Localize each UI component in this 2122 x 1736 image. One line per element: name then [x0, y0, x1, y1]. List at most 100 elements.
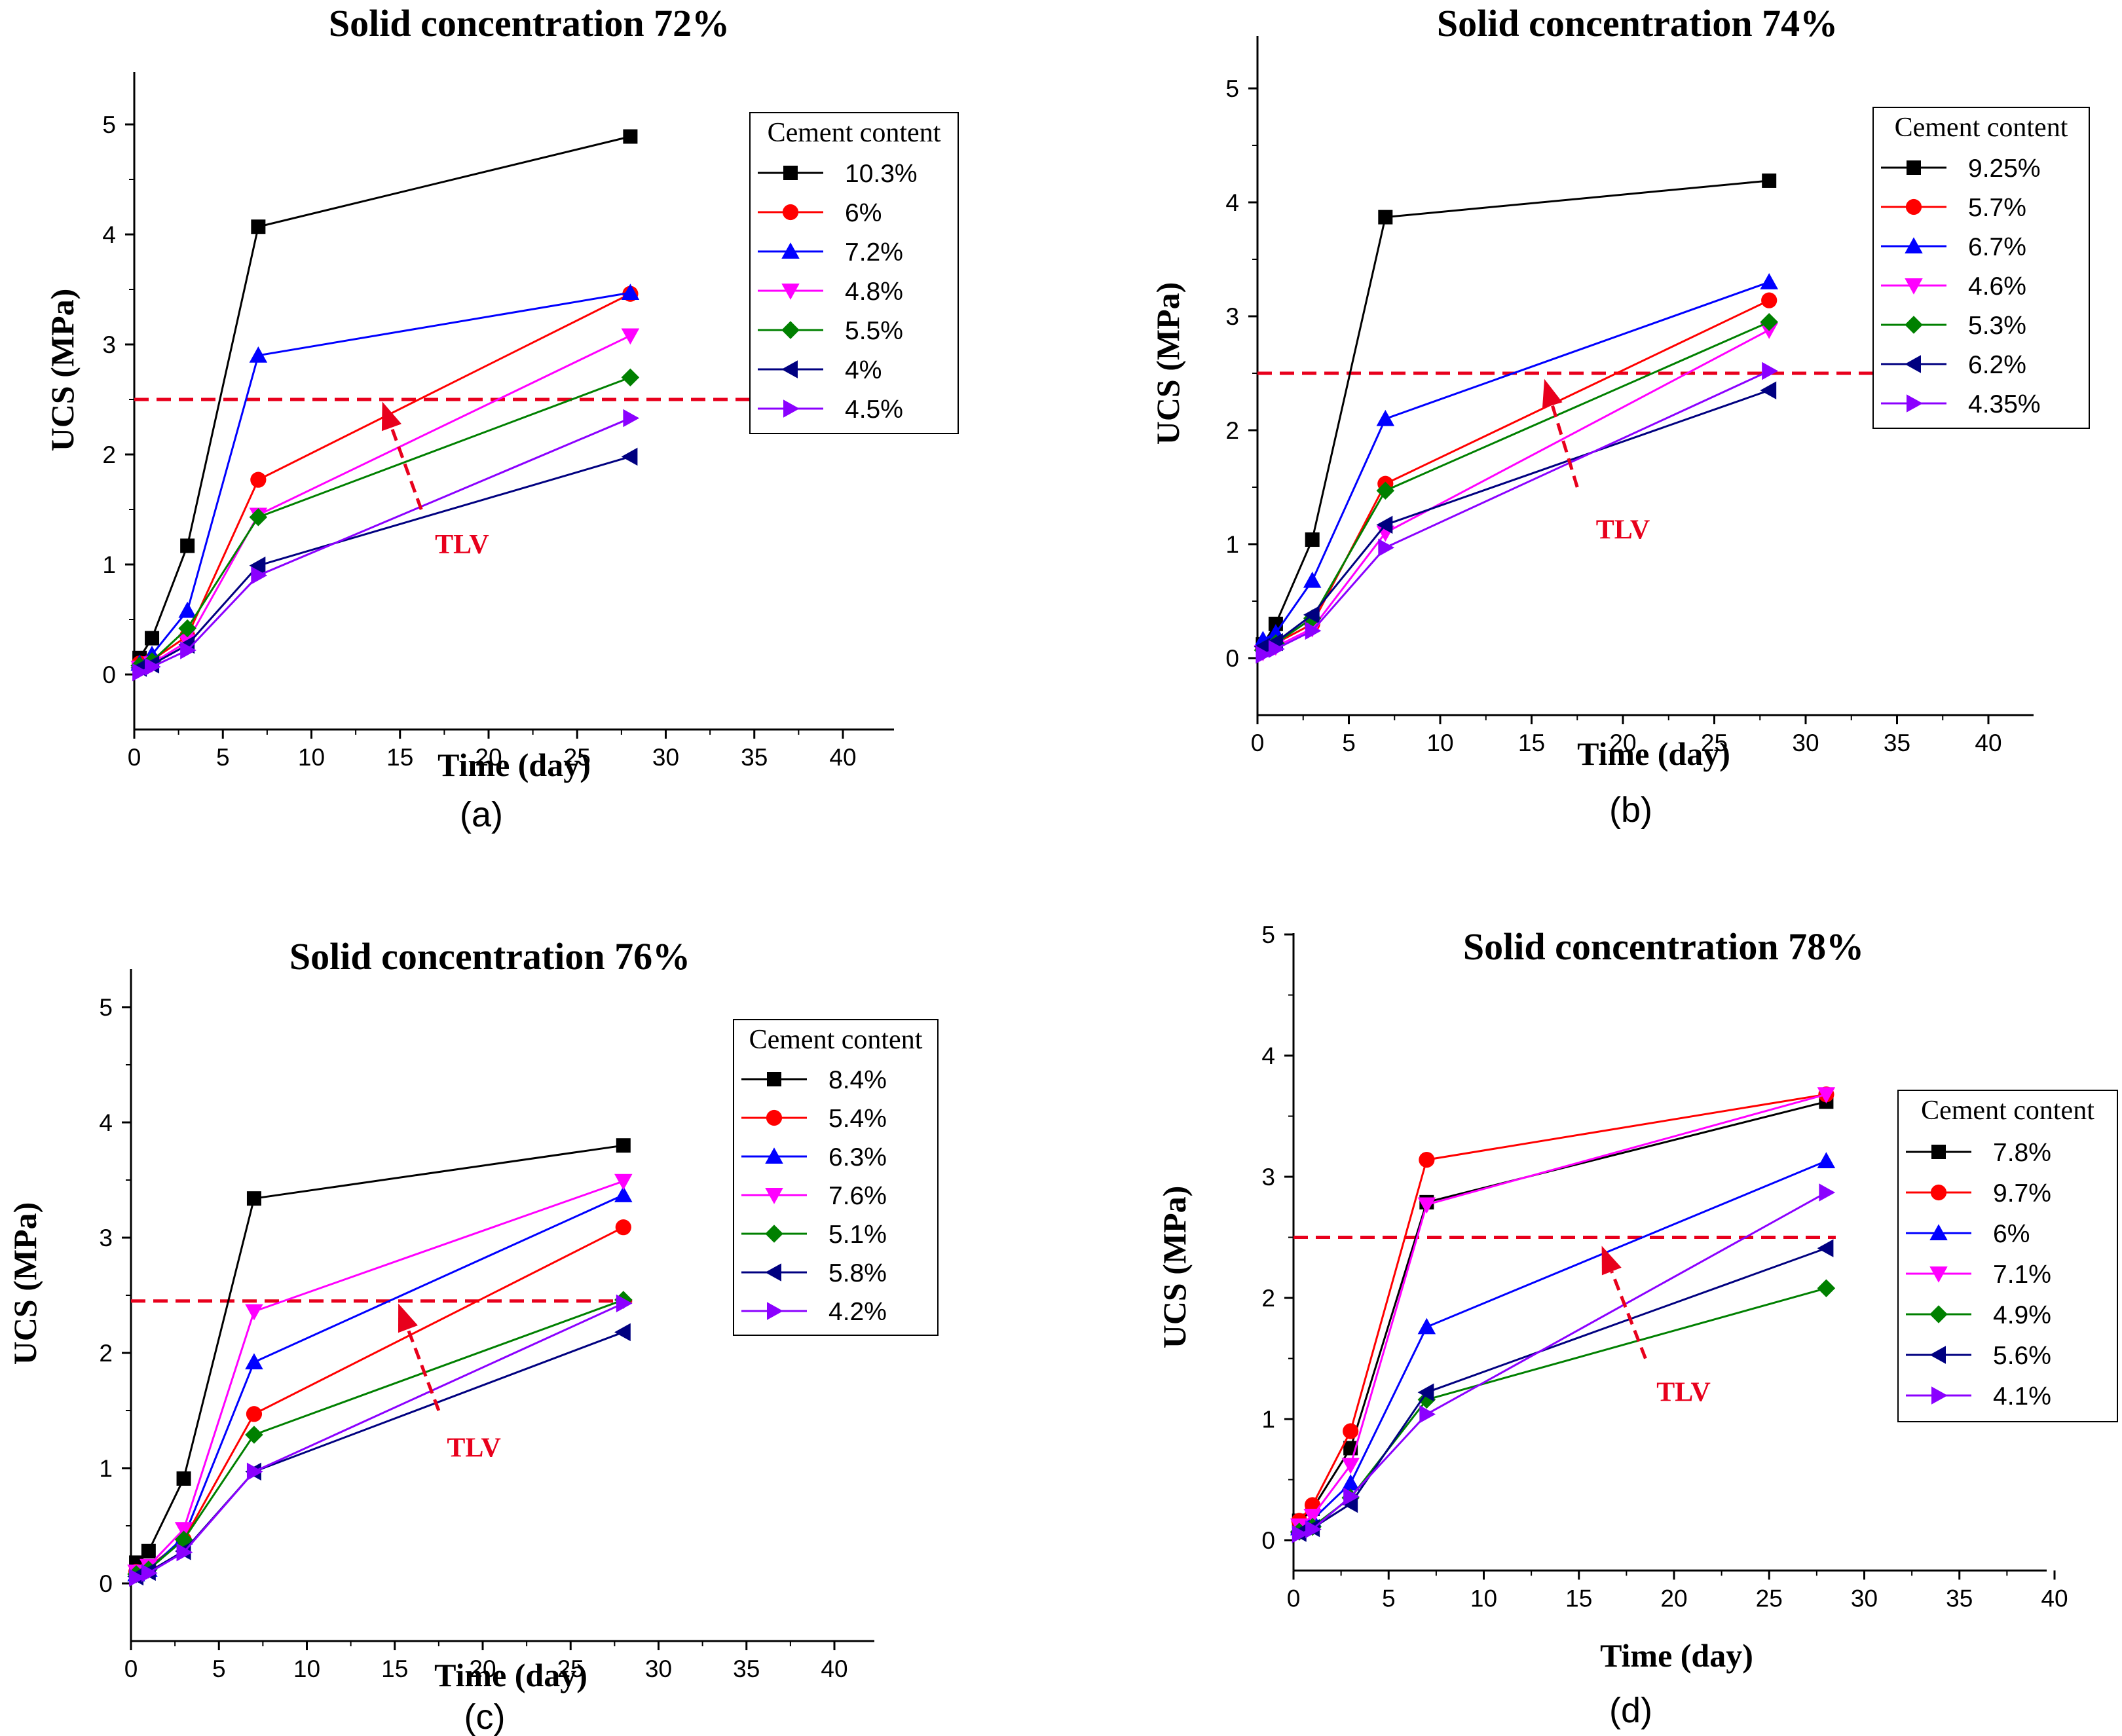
panel-b-x-tick-label: 10 — [1426, 729, 1453, 756]
panel-c-chart: 0 5 10 15 20 25 30 35 40 0 1 2 3 4 5 TLV Solid concentra… — [7, 935, 939, 1736]
panel-d-data-point — [1343, 1487, 1360, 1506]
panel-a-data-point — [251, 566, 268, 585]
panel-c-x-tick-label: 30 — [645, 1655, 672, 1682]
panel-b-legend-entry: 4.35% — [1968, 390, 2041, 418]
panel-c-legend-entry: 5.1% — [828, 1221, 887, 1249]
panel-d-legend-entry: 4.1% — [1993, 1382, 2051, 1411]
panel-c-series-line — [136, 1194, 624, 1576]
panel-a-x-tick-label: 0 — [128, 744, 141, 771]
panel-a-title: Solid concentration 72% — [329, 2, 730, 45]
panel-a-y-tick-label: 2 — [102, 441, 116, 468]
panel-a-caption: (a) — [460, 795, 503, 834]
panel-c-series-line — [136, 1226, 624, 1573]
panel-c-data-point — [615, 1219, 631, 1236]
panel-b-legend: Cement content 9.25% 5.7% 6.7% 4.6% 5.3% 6.2% 4… — [1872, 107, 2090, 429]
panel-d-series-line — [1299, 1191, 1827, 1536]
panel-d-data-point — [1343, 1423, 1359, 1439]
panel-d-data-point — [1419, 1405, 1436, 1424]
panel-c-data-point — [614, 1186, 633, 1202]
panel-c-y-axis-label: UCS (MPa) — [7, 1202, 43, 1365]
panel-b-y-axis-label: UCS (MPa) — [1149, 282, 1186, 445]
panel-b-x-tick-label: 20 — [1609, 729, 1636, 756]
panel-c-data-point — [246, 1191, 261, 1206]
panel-b-x-tick-label: 0 — [1251, 729, 1265, 756]
panel-d-y-axis-label: UCS (MPa) — [1156, 1186, 1193, 1349]
panel-a-data-point — [178, 601, 196, 618]
panel-a-data-point — [623, 409, 640, 428]
panel-c-x-axis-label: Time (day) — [434, 1657, 587, 1693]
panel-d-data-point — [1817, 1087, 1836, 1103]
panel-c-legend-entry: 8.4% — [828, 1066, 887, 1094]
panel-d-legend-marker — [1930, 1184, 1947, 1201]
panel-d-legend-entry: 7.8% — [1993, 1139, 2051, 1167]
panel-d-series-line — [1298, 1160, 1827, 1529]
panel-a-data-point — [621, 368, 640, 387]
panel-d-x-tick-label: 15 — [1565, 1585, 1592, 1612]
panel-c-series-line — [136, 1302, 624, 1579]
panel-b-data-point — [1376, 409, 1395, 426]
panel-d-data-point — [1341, 1474, 1360, 1491]
panel-a-series-line — [139, 335, 631, 669]
panel-c-y-tick-label: 5 — [99, 994, 113, 1021]
panel-b-series-line — [1262, 389, 1770, 648]
panel-a-tlv-arrow — [390, 427, 423, 510]
panel-a-chart: 0 5 10 15 20 25 30 35 40 0 1 2 3 4 5 TLV Solid concentra… — [44, 2, 959, 834]
panel-a-legend-entry: 10.3% — [845, 160, 918, 188]
panel-c-data-point — [129, 1568, 145, 1587]
panel-d-series-line — [1299, 1247, 1827, 1534]
panel-b-x-axis-label: Time (day) — [1577, 735, 1730, 772]
panel-c-x-tick-label: 15 — [381, 1655, 408, 1682]
panel-a-data-point — [145, 657, 161, 676]
panel-a-data-point — [623, 129, 638, 144]
panel-a-data-point — [250, 471, 267, 488]
panel-c-x-tick-label: 35 — [733, 1655, 760, 1682]
panel-c-data-point — [614, 1323, 631, 1342]
panel-a-legend-marker — [781, 242, 800, 259]
panel-c-x-tick-label: 0 — [124, 1655, 138, 1682]
panel-a-x-tick-label: 15 — [386, 744, 413, 771]
panel-a-legend-marker — [783, 166, 798, 180]
panel-b-title: Solid concentration 74% — [1437, 2, 1838, 45]
panel-b-data-point — [1305, 532, 1320, 547]
panel-a-data-point — [132, 663, 149, 682]
panel-d-data-point — [1305, 1520, 1322, 1539]
panel-c-y-tick-label: 2 — [99, 1340, 113, 1367]
panel-d-y-tick-label: 3 — [1261, 1164, 1275, 1191]
panel-a-y-tick-label: 1 — [102, 551, 116, 578]
panel-d-x-tick-label: 40 — [2041, 1585, 2068, 1612]
panel-b-y-tick-label: 1 — [1225, 531, 1239, 558]
panel-d-x-tick-label: 20 — [1660, 1585, 1687, 1612]
panel-d-caption: (d) — [1609, 1691, 1652, 1730]
panel-d-y-tick-label: 1 — [1261, 1406, 1275, 1433]
panel-a-y-tick-label: 4 — [102, 221, 116, 248]
panel-d-x-tick-label: 5 — [1382, 1585, 1396, 1612]
panel-d-chart: 0 5 10 15 20 25 30 35 40 0 1 2 3 4 5 TLV Solid concentra… — [1156, 921, 2118, 1730]
panel-c-series-line — [136, 1299, 624, 1576]
panel-d-y-tick-label: 4 — [1261, 1043, 1275, 1069]
panel-c-tlv-arrow — [406, 1328, 441, 1411]
panel-a-x-tick-label: 25 — [564, 744, 591, 771]
panel-b-data-point — [1268, 640, 1285, 658]
panel-a-legend-entry: 5.5% — [845, 317, 903, 345]
panel-d-y-tick-label: 5 — [1261, 921, 1275, 948]
panel-b-legend-entry: 5.3% — [1968, 312, 2026, 340]
panel-b-chart: 0 5 10 15 20 25 30 35 40 0 1 2 3 4 5 TLV Solid concentra… — [1149, 2, 2090, 830]
panel-b-tlv-arrow — [1550, 405, 1579, 488]
panel-a-x-tick-label: 35 — [741, 744, 768, 771]
panel-d-data-point — [1341, 1458, 1360, 1475]
panel-b-y-tick-label: 4 — [1225, 189, 1239, 216]
panel-b-data-point — [1378, 538, 1395, 557]
panel-a-data-point — [180, 538, 195, 553]
panel-b-series-line — [1262, 329, 1770, 654]
panel-b-legend-marker — [1907, 160, 1921, 175]
panel-b-legend-entry: 4.6% — [1968, 272, 2026, 301]
panel-a-data-point — [249, 346, 268, 363]
panel-d-series-line — [1299, 1287, 1827, 1533]
panel-c-tlv-label: TLV — [447, 1433, 501, 1463]
panel-c-legend-title: Cement content — [749, 1025, 923, 1055]
panel-b-tlv-label: TLV — [1596, 515, 1650, 545]
panel-a-legend-marker — [781, 360, 798, 379]
panel-b-legend-entry: 6.7% — [1968, 233, 2026, 261]
panel-d-x-tick-label: 35 — [1946, 1585, 1973, 1612]
panel-d-series-line — [1298, 1093, 1827, 1522]
